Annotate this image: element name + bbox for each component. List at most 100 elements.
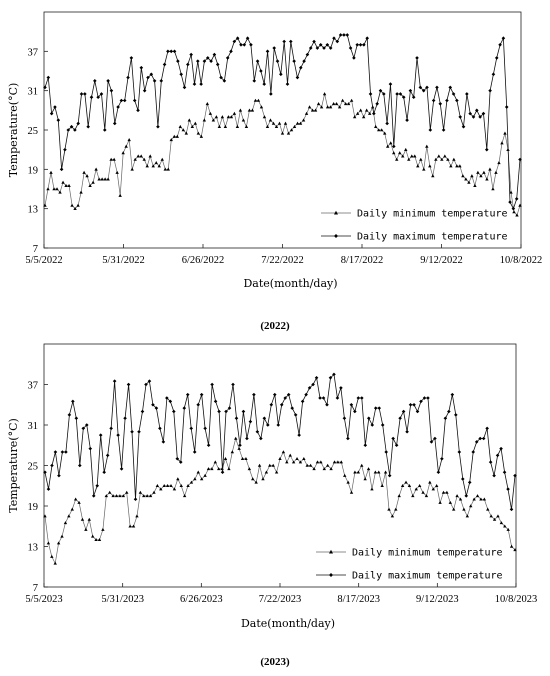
data-point-max <box>209 59 213 63</box>
data-point-min <box>67 183 71 188</box>
data-point-min <box>363 477 367 481</box>
data-point-max <box>219 75 223 80</box>
data-point-max <box>213 399 218 404</box>
data-point-min <box>289 128 294 132</box>
data-point-max <box>126 382 131 387</box>
data-point-min <box>518 203 522 207</box>
data-point-min <box>181 128 185 132</box>
data-point-max <box>269 92 273 96</box>
data-point-max <box>83 92 87 96</box>
data-point-min <box>404 480 408 484</box>
data-point-max <box>146 75 150 80</box>
data-point-max <box>112 121 117 126</box>
data-point-min <box>211 118 216 122</box>
data-point-min <box>366 467 371 471</box>
data-point-max <box>471 450 476 454</box>
legend: Daily minimum temperature Daily maximum t… <box>321 209 508 243</box>
data-point-min <box>104 494 109 498</box>
data-point-max <box>514 197 519 201</box>
data-point-min <box>288 453 292 457</box>
data-point-max <box>401 95 406 100</box>
data-point-min <box>413 154 417 158</box>
data-point-max <box>501 36 506 41</box>
data-point-max <box>332 36 336 41</box>
data-point-min <box>193 477 197 481</box>
data-point-min <box>410 154 414 158</box>
data-point-min <box>136 154 140 158</box>
data-point-min <box>100 177 104 181</box>
data-point-max <box>98 433 103 437</box>
data-point-max <box>46 75 51 80</box>
data-point-min <box>76 203 80 207</box>
data-point-max <box>189 52 193 57</box>
data-point-min <box>407 483 412 488</box>
legend-marker-diamond <box>329 573 333 577</box>
data-point-min <box>111 494 115 498</box>
data-point-min <box>46 541 51 545</box>
data-point-min <box>199 134 204 138</box>
data-point-min <box>176 477 180 481</box>
data-point-min <box>108 490 112 494</box>
data-point-max <box>56 118 61 122</box>
data-point-min <box>428 164 432 168</box>
data-point-max <box>259 69 263 73</box>
data-point-min <box>485 177 489 181</box>
data-point-min <box>52 187 56 191</box>
data-point-max <box>467 480 472 485</box>
data-point-min <box>479 497 483 501</box>
data-point-min <box>103 177 107 181</box>
data-point-max <box>266 423 270 427</box>
legend-label: Daily minimum temperature <box>357 209 508 220</box>
data-point-max <box>238 443 242 448</box>
data-point-max <box>465 92 469 96</box>
data-point-max <box>478 436 482 441</box>
data-point-min <box>458 497 463 501</box>
data-point-max <box>391 436 395 441</box>
data-point-max <box>321 396 326 400</box>
data-point-max <box>332 372 336 377</box>
data-point-max <box>178 460 183 464</box>
data-point-min <box>462 507 466 511</box>
data-point-min <box>277 121 282 125</box>
data-point-min <box>313 108 318 112</box>
data-point-max <box>440 456 444 461</box>
data-point-max <box>342 416 347 421</box>
data-point-max <box>242 42 247 47</box>
data-point-min <box>353 470 357 474</box>
x-tick-label: 6/26/2022 <box>182 255 225 266</box>
data-point-min <box>152 490 156 494</box>
data-point-min <box>216 467 221 471</box>
data-point-min <box>163 167 167 171</box>
legend-label: Daily maximum temperature <box>352 571 503 582</box>
data-point-max <box>455 98 459 103</box>
data-point-max <box>372 111 376 116</box>
data-point-max <box>96 95 100 100</box>
data-point-min <box>64 183 68 188</box>
data-point-min <box>130 167 134 171</box>
data-point-min <box>419 157 423 161</box>
data-point-min <box>364 108 369 112</box>
data-point-max <box>419 399 423 404</box>
data-point-min <box>133 157 137 161</box>
data-point-max <box>492 473 496 478</box>
data-point-min <box>135 514 139 518</box>
data-point-max <box>346 436 350 441</box>
data-point-min <box>488 167 492 171</box>
series-line-min <box>44 93 521 216</box>
data-point-min <box>121 494 126 498</box>
data-point-min <box>46 187 50 191</box>
data-point-max <box>429 440 434 444</box>
data-point-max <box>89 95 94 100</box>
data-point-max <box>468 111 472 116</box>
data-point-min <box>331 101 336 106</box>
data-point-min <box>285 460 289 464</box>
data-point-min <box>421 490 425 494</box>
data-point-max <box>60 450 65 454</box>
data-point-min <box>397 494 401 498</box>
data-point-max <box>59 167 64 172</box>
data-point-max <box>388 82 393 86</box>
data-point-max <box>116 433 120 437</box>
data-point-max <box>64 450 68 454</box>
data-point-max <box>508 200 512 204</box>
data-point-max <box>139 65 144 70</box>
